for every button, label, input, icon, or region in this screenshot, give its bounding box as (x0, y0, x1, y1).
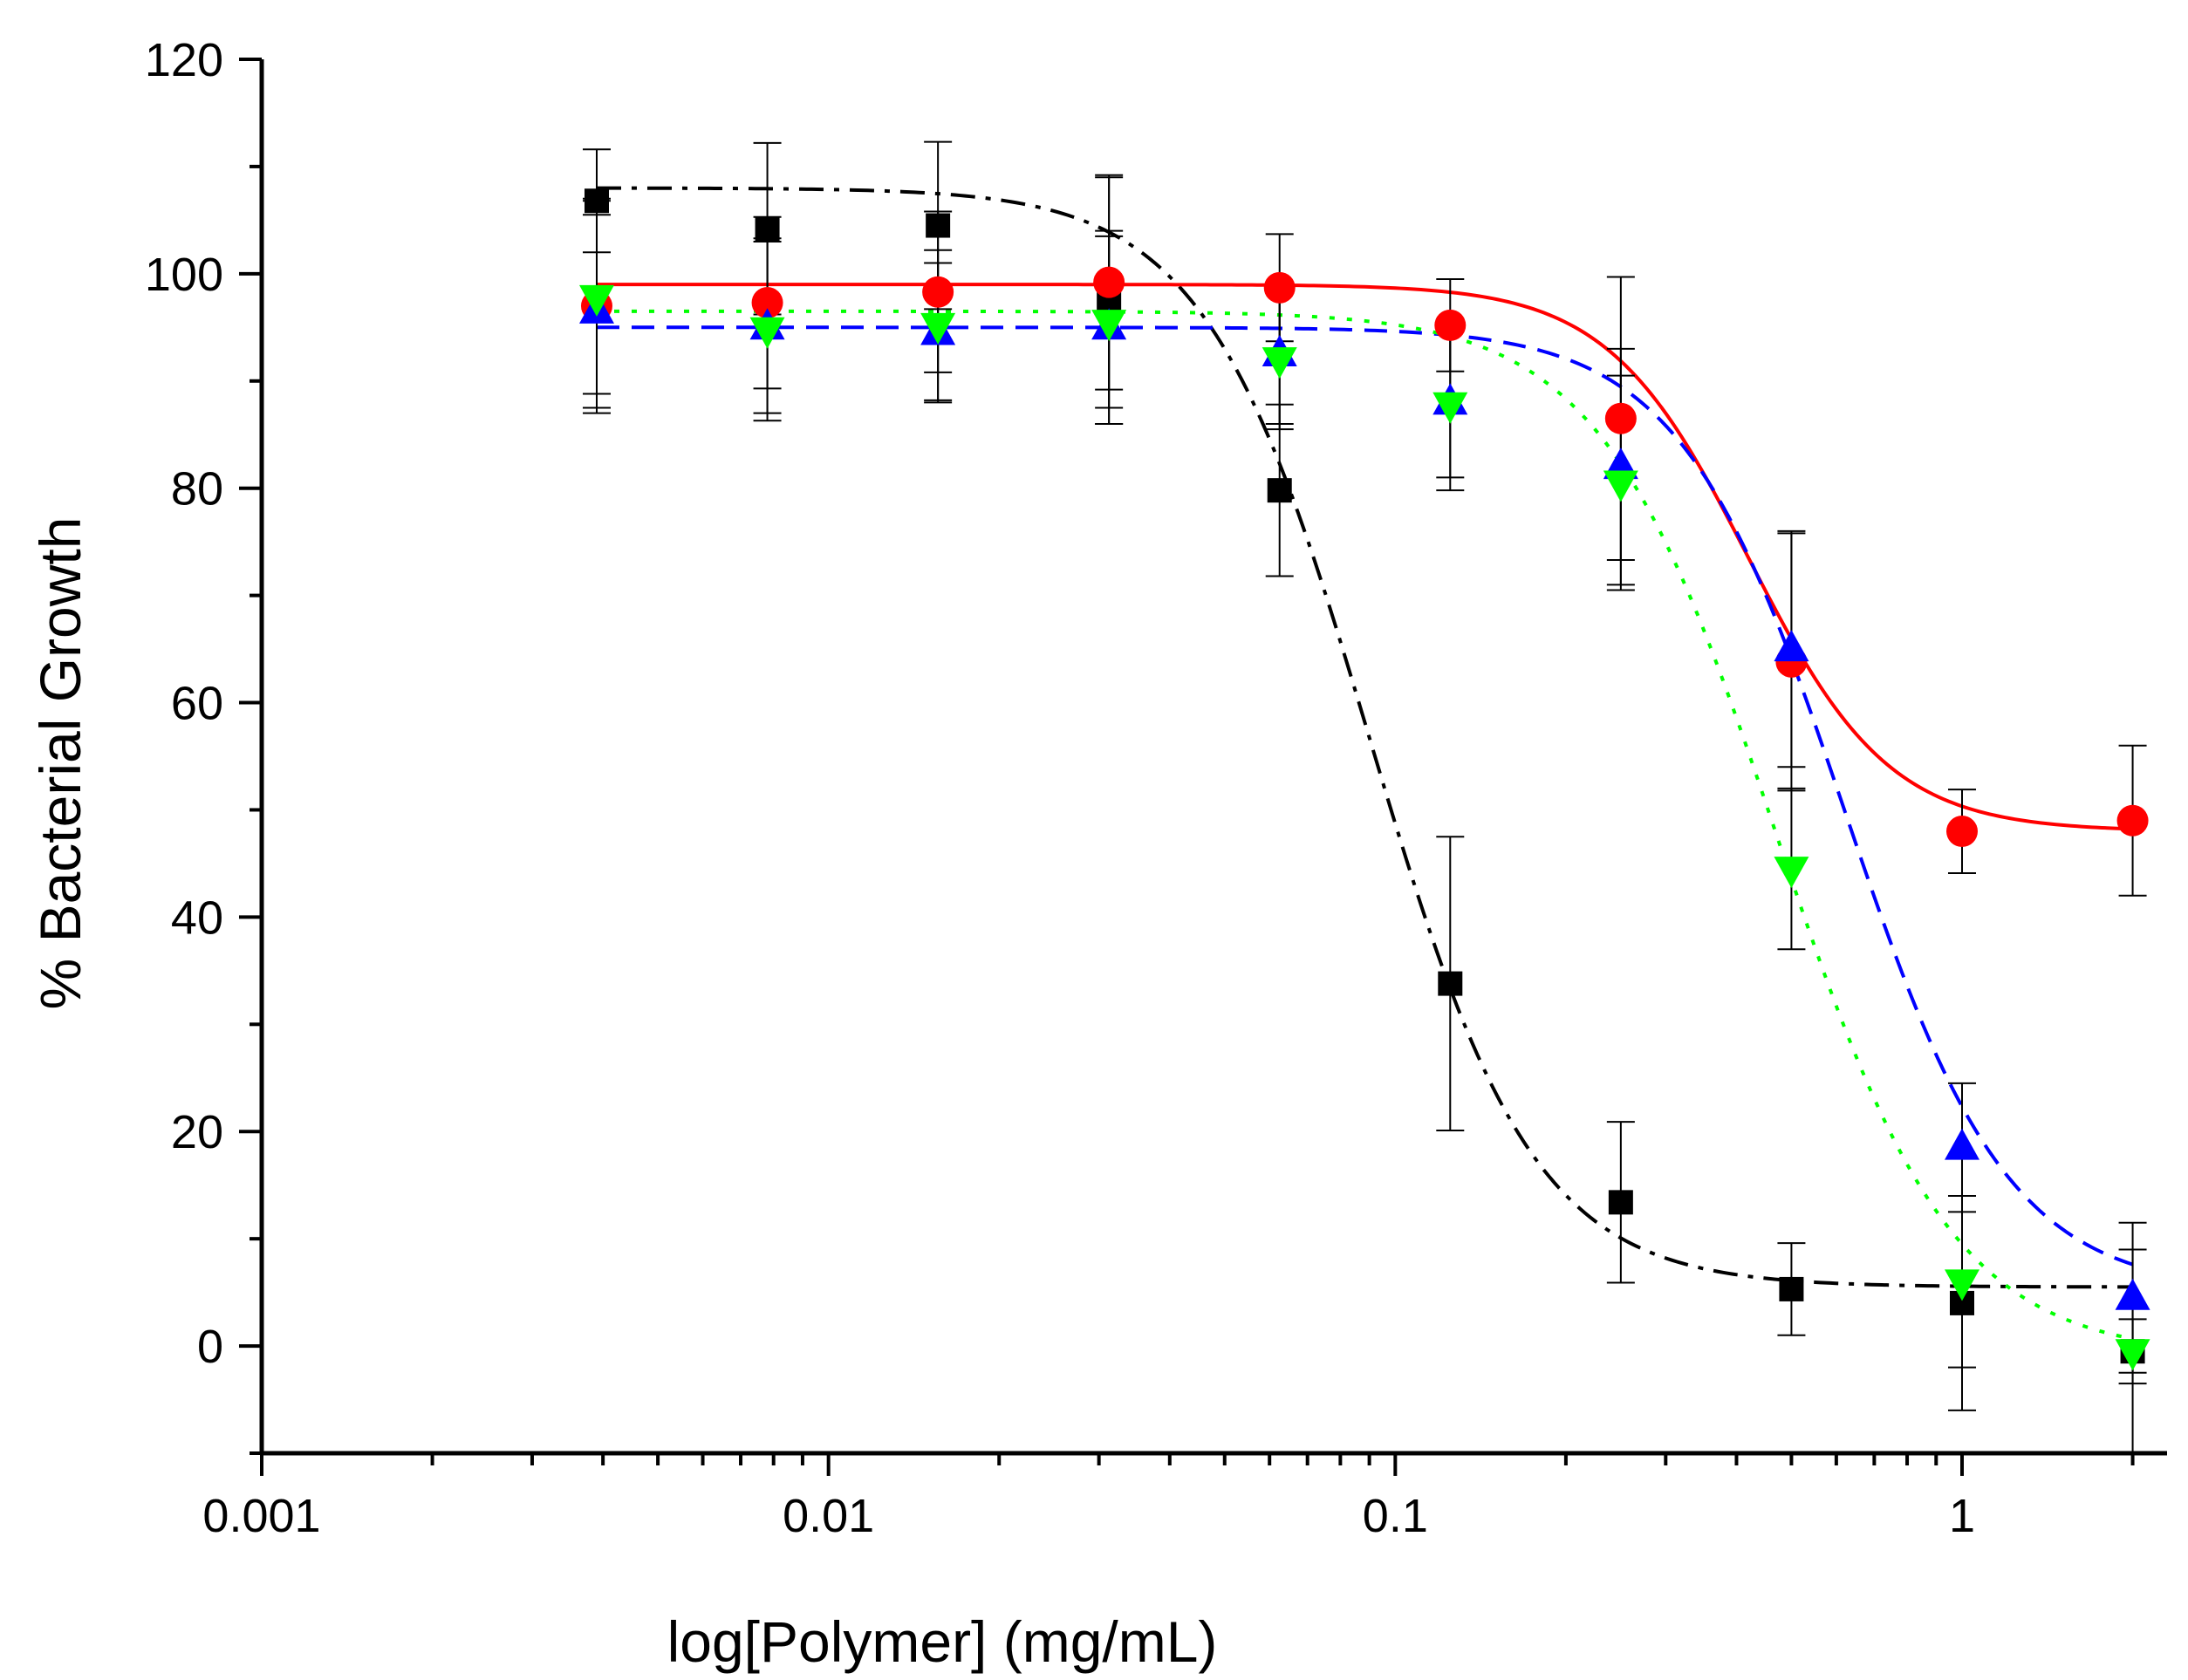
data-point-series-4 (578, 284, 614, 317)
data-point-series-1 (755, 216, 780, 242)
data-point-series-4 (920, 312, 956, 345)
data-point-series-4 (1091, 310, 1127, 342)
data-point-series-2 (1093, 266, 1125, 298)
fit-curve-3 (596, 325, 2134, 1267)
data-point-series-3 (1774, 630, 1809, 662)
fit-curve-1 (596, 186, 2133, 1289)
tick-labels: 0.001 0.01 0.1 1 0 20 40 60 80 100 120 (145, 34, 1975, 1542)
data-point-series-2 (922, 276, 954, 308)
data-point-series-1 (1267, 478, 1292, 503)
fit-curves (596, 186, 2134, 1341)
y-tick-label: 60 (171, 678, 223, 730)
x-axis-title: log[Polymer] (mg/mL) (667, 1609, 1218, 1674)
x-tick-label: 0.01 (783, 1490, 874, 1542)
data-point-series-4 (1432, 392, 1468, 424)
y-tick-label: 80 (171, 463, 223, 516)
data-point-series-3 (1944, 1128, 1979, 1160)
axes (259, 59, 2167, 1456)
x-tick-label: 0.001 (202, 1490, 320, 1542)
data-point-series-2 (1434, 309, 1467, 341)
data-point-series-2 (1945, 816, 1978, 848)
fit-curve-2 (596, 283, 2133, 831)
x-tick-label: 0.1 (1363, 1490, 1428, 1542)
data-point-series-4 (1774, 857, 1809, 889)
data-point-series-2 (2116, 804, 2149, 837)
data-point-series-1 (584, 188, 609, 214)
data-point-series-1 (926, 213, 951, 238)
fit-curve-4 (596, 309, 2133, 1341)
data-point-series-1 (1779, 1276, 1804, 1301)
data-point-series-2 (1604, 402, 1637, 434)
data-point-series-4 (1944, 1269, 1979, 1301)
y-tick-label: 120 (145, 34, 223, 86)
data-point-series-4 (1603, 470, 1638, 502)
data-point-series-4 (2115, 1339, 2150, 1371)
y-tick-label: 20 (171, 1106, 223, 1158)
data-point-series-2 (1263, 271, 1296, 304)
data-point-series-4 (1262, 347, 1297, 379)
y-tick-label: 100 (145, 249, 223, 301)
data-point-series-2 (751, 287, 783, 319)
data-point-series-1 (1608, 1190, 1633, 1215)
data-point-series-3 (2115, 1278, 2150, 1310)
data-point-series-4 (749, 317, 785, 349)
y-tick-label: 40 (171, 891, 223, 944)
y-axis-title: % Bacterial Growth (28, 517, 92, 1010)
x-tick-label: 1 (1949, 1490, 1975, 1542)
data-point-series-1 (1438, 971, 1463, 996)
y-tick-label: 0 (197, 1321, 223, 1373)
data-markers (578, 188, 2150, 1371)
